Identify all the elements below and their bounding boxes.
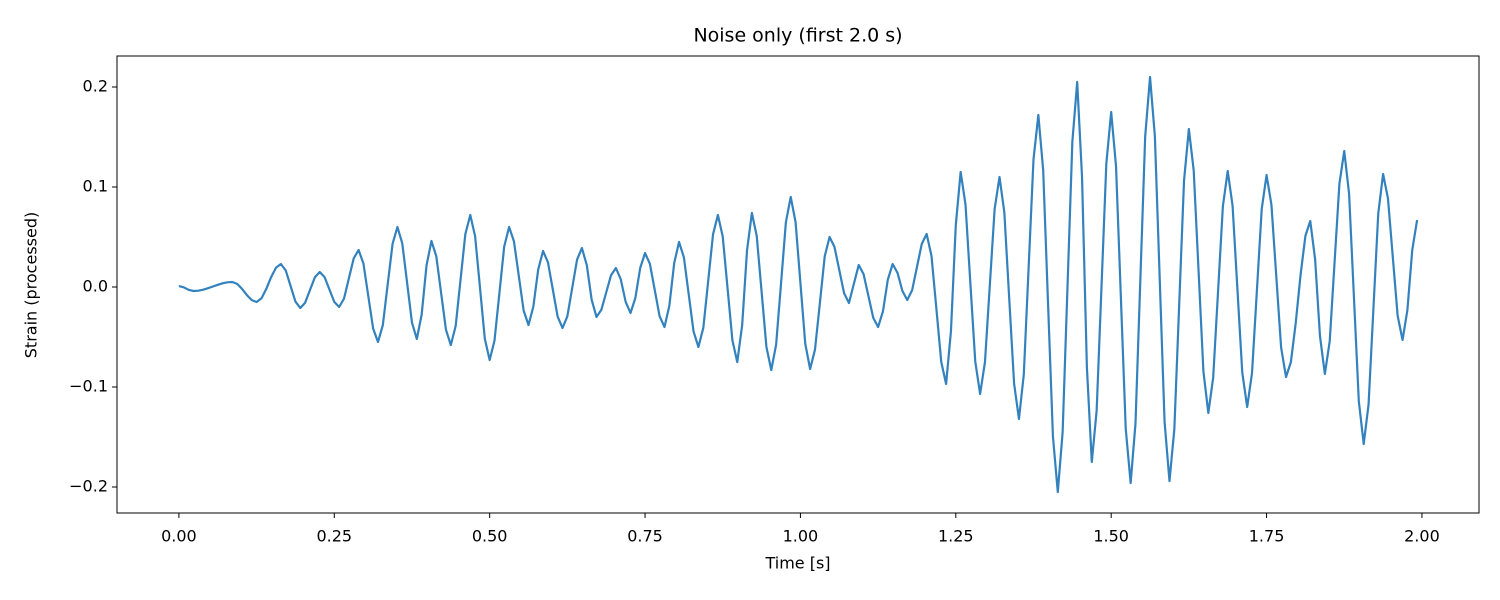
x-tick-label: 1.00	[783, 527, 819, 546]
x-tick-label: 1.50	[1093, 527, 1129, 546]
x-tick-label: 1.25	[938, 527, 974, 546]
y-tick-label: −0.1	[69, 377, 108, 396]
y-tick-label: 0.0	[83, 277, 108, 296]
y-axis-label: Strain (processed)	[22, 212, 41, 358]
chart-title: Noise only (first 2.0 s)	[693, 25, 902, 47]
x-tick-label: 0.50	[472, 527, 508, 546]
x-tick-label: 1.75	[1249, 527, 1285, 546]
plot-frame	[116, 55, 1480, 514]
x-axis-label: Time [s]	[764, 554, 830, 573]
x-tick-label: 0.25	[316, 527, 352, 546]
y-tick-label: −0.2	[69, 477, 108, 496]
data-line	[178, 75, 1419, 494]
x-tick-label: 2.00	[1404, 527, 1440, 546]
y-tick-label: 0.2	[83, 77, 108, 96]
x-tick-label: 0.75	[627, 527, 663, 546]
x-tick-label: 0.00	[161, 527, 197, 546]
y-tick-label: 0.1	[83, 177, 108, 196]
